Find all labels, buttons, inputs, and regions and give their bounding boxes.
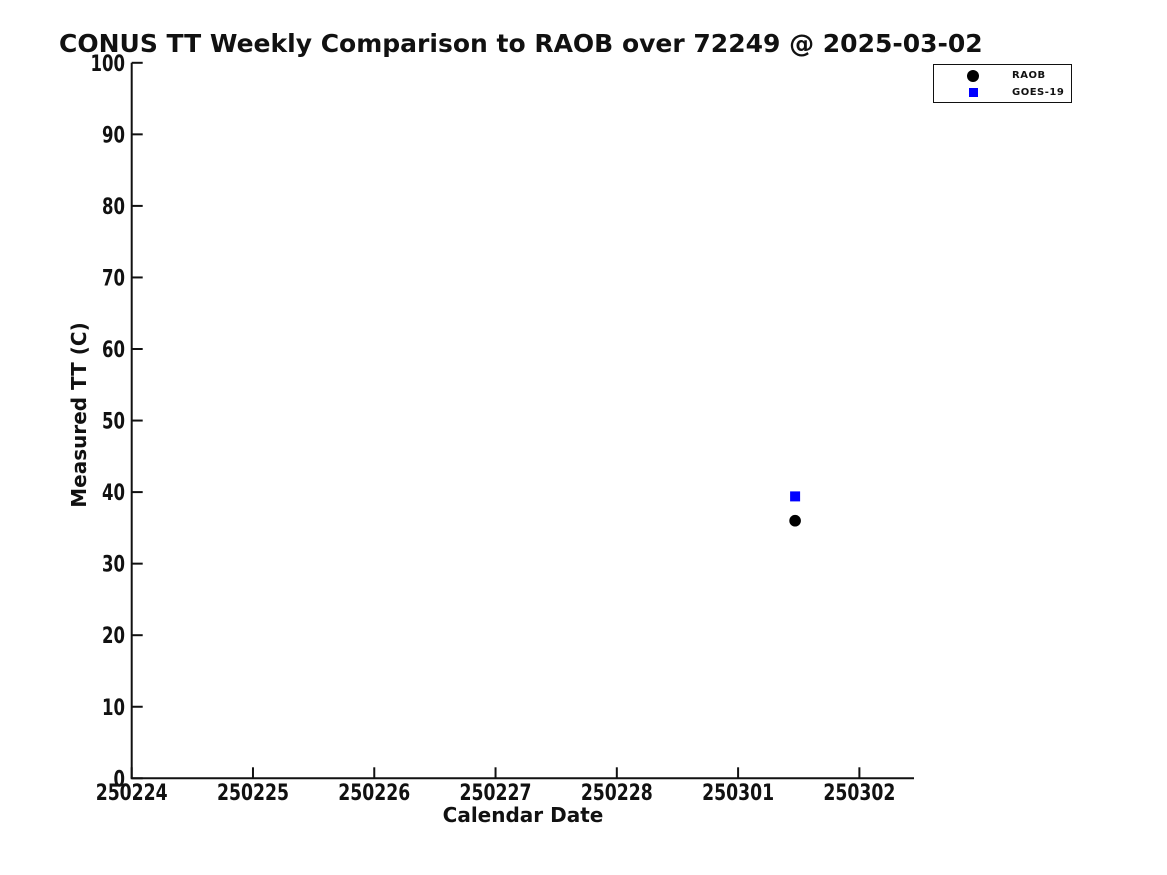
legend-marker-cell: [934, 88, 1012, 97]
x-tick-label: 250227: [460, 781, 532, 806]
y-tick-label: 50: [102, 410, 125, 435]
chart-title: CONUS TT Weekly Comparison to RAOB over …: [59, 29, 983, 58]
legend-item-goes-19: GOES-19: [934, 84, 1071, 101]
x-tick-label: 250302: [823, 781, 895, 806]
y-tick-label: 60: [102, 338, 125, 363]
y-tick-label: 30: [102, 553, 125, 578]
y-tick-label: 90: [102, 123, 125, 148]
x-tick-label: 250225: [217, 781, 289, 806]
y-axis-label: Measured TT (C): [67, 322, 91, 508]
legend-item-raob: RAOB: [934, 67, 1071, 84]
goes-19-square-marker-icon: [968, 88, 978, 97]
data-point-raob: [789, 514, 801, 527]
y-tick-label: 0: [114, 767, 126, 792]
raob-circle-marker-icon: [967, 69, 979, 82]
legend-marker-cell: [934, 69, 1012, 82]
legend: RAOB GOES-19: [933, 64, 1072, 103]
x-tick-label: 250226: [338, 781, 410, 806]
x-tick-label: 250224: [96, 781, 168, 806]
x-tick-label: 250228: [581, 781, 653, 806]
y-tick-label: 80: [102, 195, 125, 220]
legend-label-goes-19: GOES-19: [1012, 87, 1065, 98]
y-tick-label: 100: [91, 52, 126, 77]
data-point-goes-19: [790, 491, 801, 502]
y-tick-label: 20: [102, 624, 125, 649]
legend-label-raob: RAOB: [1012, 70, 1046, 81]
y-tick-label: 40: [102, 481, 125, 506]
x-tick-label: 250301: [702, 781, 774, 806]
y-tick-label: 70: [102, 266, 125, 291]
y-tick-label: 10: [102, 696, 125, 721]
x-axis-label: Calendar Date: [442, 803, 604, 827]
